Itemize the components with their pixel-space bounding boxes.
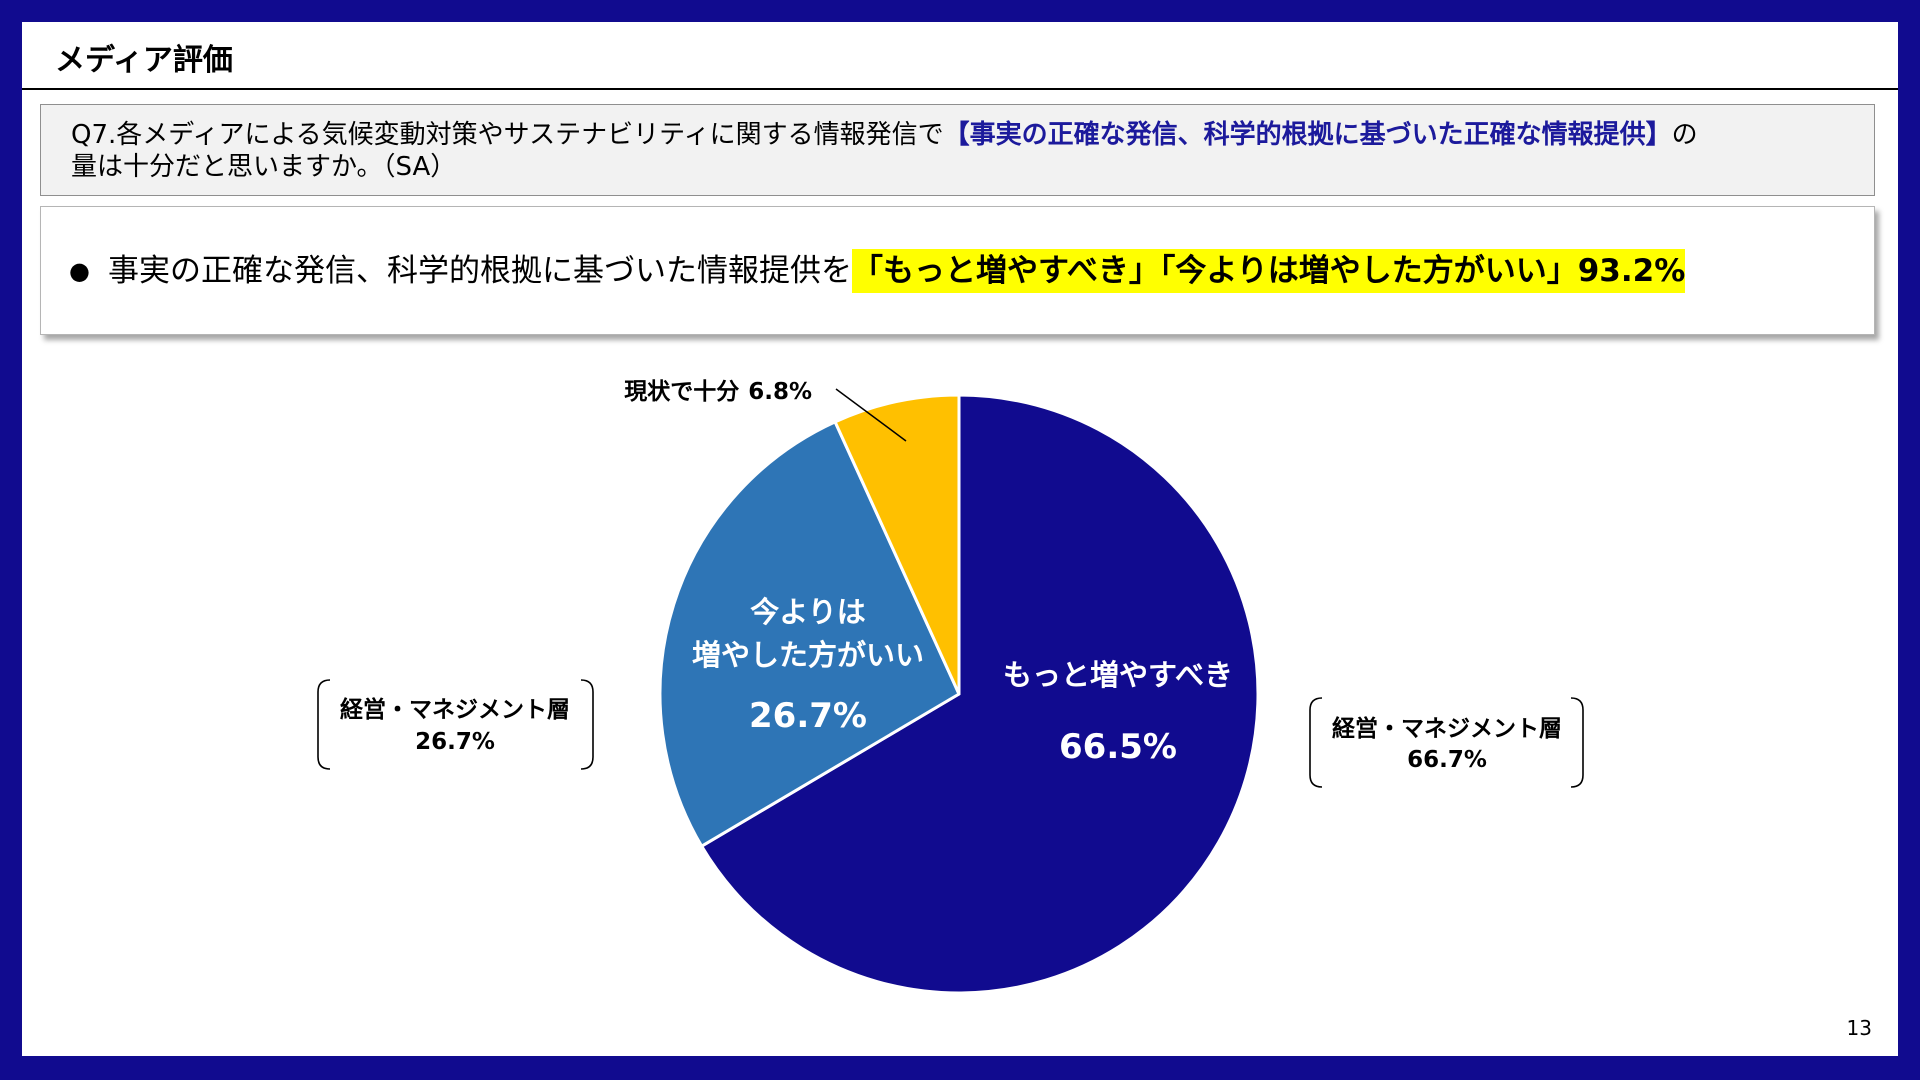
summary-bullet: ● — [69, 256, 90, 285]
pie-chart: もっと増やすべき 66.5% 今よりは 増やした方がいい 26.7% 現状で十分… — [22, 345, 1898, 1045]
slice-value-motto-fuyasubeki: 66.5% — [1059, 727, 1177, 767]
slice-label-genjou: 現状で十分 6.8% — [624, 378, 812, 405]
annotation-right: 経営・マネジメント層 66.7% — [1309, 697, 1584, 788]
question-line-2: 量は十分だと思いますか。（SA） — [71, 152, 457, 182]
question-tail: の — [1671, 120, 1698, 150]
annotation-left-value: 26.7% — [415, 729, 495, 755]
pie-slice-motto-fuyasubeki — [700, 393, 1260, 995]
bracket-open-left — [317, 679, 331, 770]
question-emphasis: 【事実の正確な発信、科学的根拠に基づいた正確な情報提供】 — [943, 120, 1672, 150]
leader-line — [835, 388, 907, 442]
annotation-left-group: 経営・マネジメント層 — [340, 696, 570, 723]
summary-text: 事実の正確な発信、科学的根拠に基づいた情報提供を — [108, 252, 852, 289]
annotation-left: 経営・マネジメント層 26.7% — [317, 679, 594, 770]
pie-chart-svg: もっと増やすべき 66.5% 今よりは 増やした方がいい 26.7% 現状で十分… — [317, 378, 1584, 995]
pie-slice-genjou-de-juubun — [833, 393, 961, 696]
title-divider — [22, 88, 1898, 90]
summary-highlight: 「もっと増やすべき」「今よりは増やした方がいい」93.2% — [852, 248, 1686, 293]
pie-slice-imayoriwa-fuyashita — [658, 420, 961, 848]
bracket-close-left — [580, 679, 594, 770]
page-title: メディア評価 — [55, 43, 233, 78]
slice-label-genjou-text: 現状で十分 — [624, 378, 739, 405]
summary-box: ● 事実の正確な発信、科学的根拠に基づいた情報提供を 「もっと増やすべき」「今よりは… — [40, 206, 1875, 335]
bracket-close-right — [1570, 697, 1584, 788]
question-line-1: Q7.各メディアによる気候変動対策やサステナビリティに関する情報発信で【事実の正… — [71, 119, 1874, 151]
question-box: Q7.各メディアによる気候変動対策やサステナビリティに関する情報発信で【事実の正… — [40, 104, 1875, 196]
bracket-open-right — [1309, 697, 1323, 788]
slice-value-imayoriwa: 26.7% — [749, 696, 867, 736]
slide: メディア評価 Q7.各メディアによる気候変動対策やサステナビリティに関する情報発… — [22, 22, 1898, 1056]
annotation-right-group: 経営・マネジメント層 — [1332, 715, 1562, 742]
pie-slices — [658, 393, 1260, 995]
slice-label-motto-fuyasubeki: もっと増やすべき — [1003, 658, 1233, 692]
slice-value-genjou: 6.8% — [748, 379, 812, 405]
annotation-right-value: 66.7% — [1407, 747, 1487, 773]
slice-label-imayoriwa-line2: 増やした方がいい — [692, 638, 924, 672]
question-lead: Q7.各メディアによる気候変動対策やサステナビリティに関する情報発信で — [71, 120, 944, 150]
slice-label-imayoriwa-line1: 今よりは — [750, 595, 865, 629]
page-number: 13 — [1846, 1016, 1872, 1040]
